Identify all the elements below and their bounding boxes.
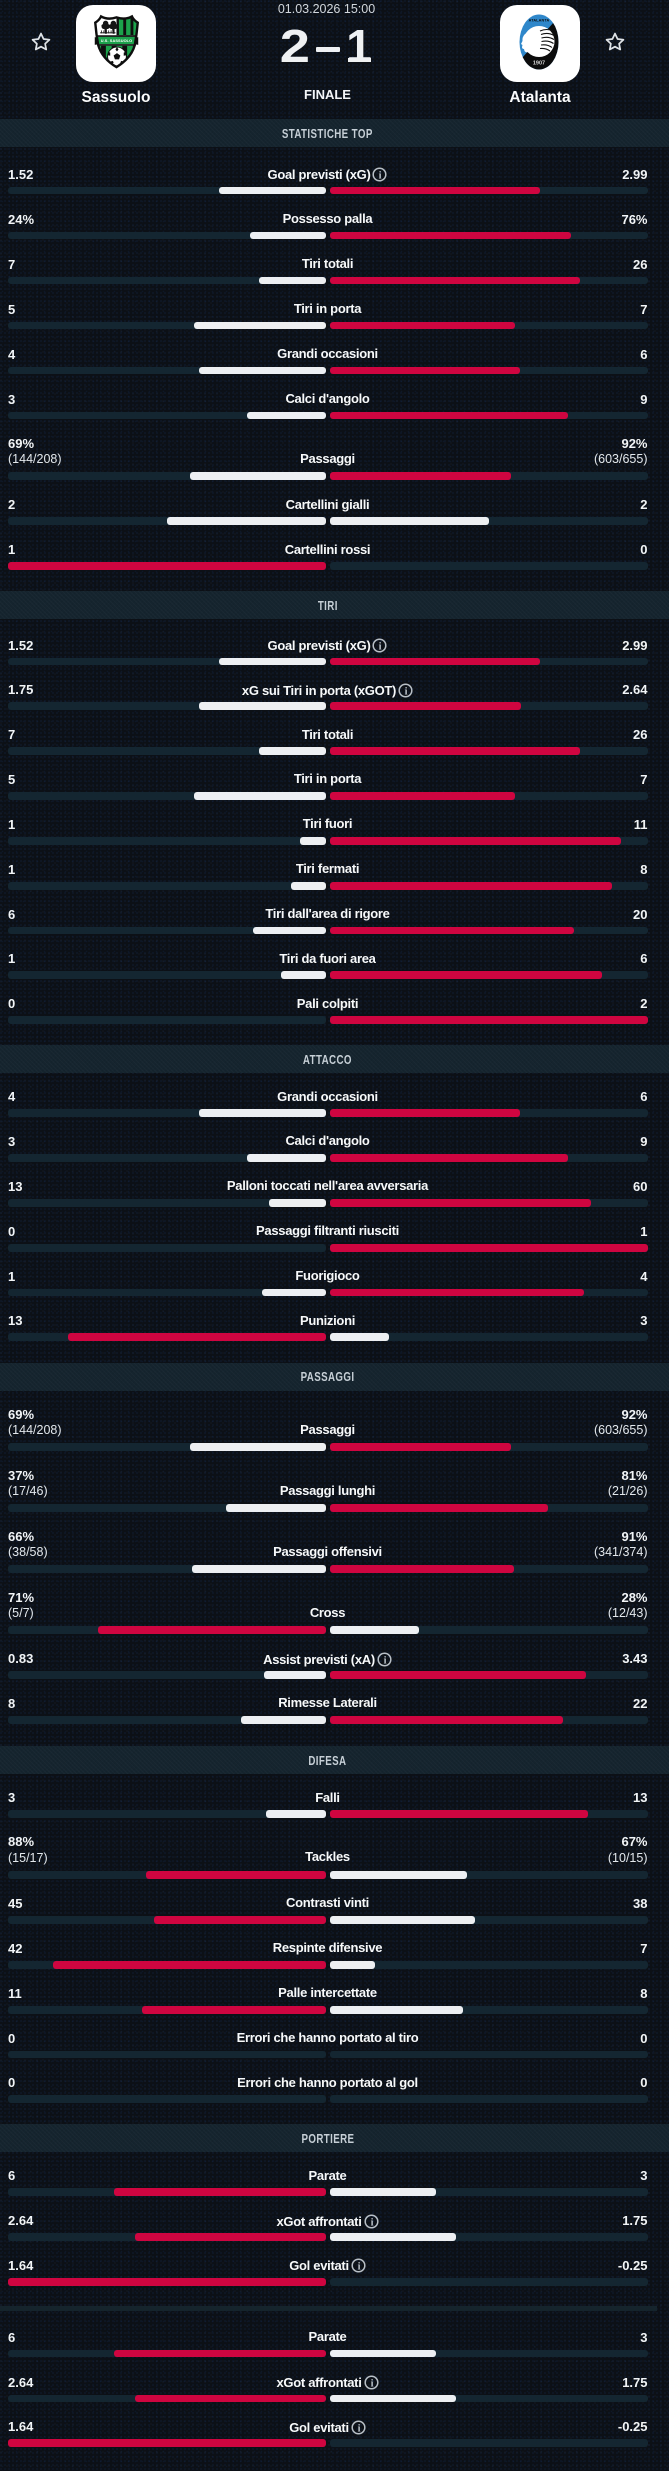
svg-text:i: i bbox=[357, 2262, 360, 2273]
svg-text:i: i bbox=[405, 686, 408, 697]
svg-text:U.S. SASSUOLO: U.S. SASSUOLO bbox=[101, 39, 133, 43]
svg-text:i: i bbox=[370, 2217, 373, 2228]
svg-text:i: i bbox=[379, 641, 382, 652]
svg-text:i: i bbox=[379, 170, 382, 181]
svg-text:i: i bbox=[383, 1655, 386, 1666]
svg-text:1907: 1907 bbox=[532, 61, 544, 67]
svg-text:i: i bbox=[357, 2423, 360, 2434]
svg-text:ATALANTA: ATALANTA bbox=[528, 19, 549, 23]
svg-text:i: i bbox=[370, 2378, 373, 2389]
